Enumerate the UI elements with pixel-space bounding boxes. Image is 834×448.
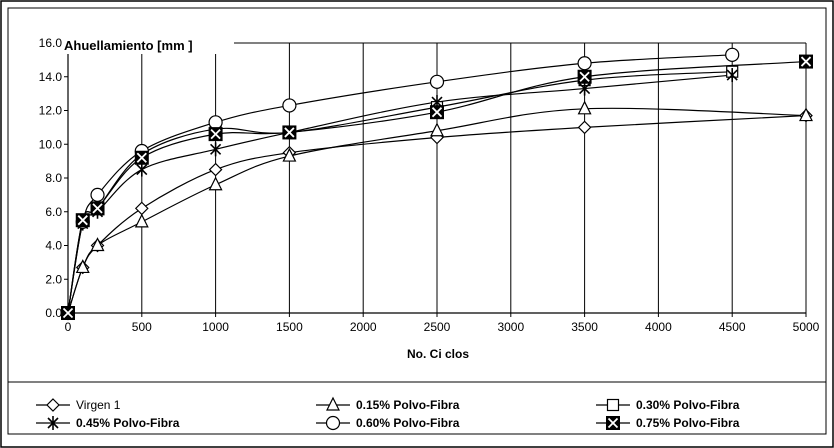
data-point-s4 (209, 116, 222, 129)
x-tick-label: 1500 (276, 320, 303, 334)
data-point-s5 (91, 202, 104, 215)
data-point-s5 (135, 151, 148, 164)
y-tick-label: 16.0 (39, 36, 63, 50)
data-point-s5 (578, 70, 591, 83)
y-tick-label: 0.0 (45, 306, 62, 320)
square-marker-shape (608, 400, 619, 411)
circle-marker-shape (209, 116, 222, 129)
legend-label: 0.15% Polvo-Fibra (356, 398, 460, 412)
circle-marker-shape (283, 99, 296, 112)
x-tick-label: 0 (65, 320, 72, 334)
x-tick-label: 1000 (202, 320, 229, 334)
y-axis-label: Ahuellamiento [mm ] (64, 38, 193, 53)
y-tick-label: 4.0 (45, 239, 62, 253)
legend-marker (327, 417, 340, 430)
legend-label: Virgen 1 (76, 398, 121, 412)
y-tick-label: 8.0 (45, 171, 62, 185)
legend-item: 0.30% Polvo-Fibra (596, 398, 740, 412)
y-tick-label: 2.0 (45, 272, 62, 286)
x-tick-label: 3000 (497, 320, 524, 334)
x-tick-label: 2000 (350, 320, 377, 334)
x-tick-label: 4500 (719, 320, 746, 334)
data-point-s4 (726, 48, 739, 61)
y-tick-label: 12.0 (39, 104, 63, 118)
data-point-s4 (283, 99, 296, 112)
circle-marker-shape (327, 417, 340, 430)
y-tick-label: 10.0 (39, 137, 63, 151)
legend-marker (607, 417, 620, 430)
data-point-s4 (578, 57, 591, 70)
legend-label: 0.60% Polvo-Fibra (356, 416, 460, 430)
x-tick-label: 2500 (424, 320, 451, 334)
circle-marker-shape (431, 75, 444, 88)
legend-item: 0.45% Polvo-Fibra (36, 416, 180, 430)
circle-marker-shape (91, 188, 104, 201)
legend-label: 0.30% Polvo-Fibra (636, 398, 740, 412)
data-point-s5 (283, 126, 296, 139)
data-point-s5 (431, 106, 444, 119)
legend-item: 0.75% Polvo-Fibra (596, 416, 740, 430)
data-point-s5 (76, 214, 89, 227)
x-axis-label: No. Ci clos (407, 347, 469, 361)
data-point-s5 (209, 128, 222, 141)
data-point-s4 (431, 75, 444, 88)
data-point-s4 (91, 188, 104, 201)
x-tick-label: 3500 (571, 320, 598, 334)
x-tick-label: 5000 (793, 320, 820, 334)
legend-item: 0.60% Polvo-Fibra (316, 416, 460, 430)
y-tick-label: 14.0 (39, 70, 63, 84)
circle-marker-shape (578, 57, 591, 70)
x-tick-label: 500 (132, 320, 152, 334)
legend-label: 0.45% Polvo-Fibra (76, 416, 180, 430)
x-tick-label: 4000 (645, 320, 672, 334)
legend-label: 0.75% Polvo-Fibra (636, 416, 740, 430)
circle-marker-shape (726, 48, 739, 61)
data-point-s5 (62, 307, 75, 320)
y-tick-label: 6.0 (45, 205, 62, 219)
data-point-s5 (800, 55, 813, 68)
legend-marker (608, 400, 619, 411)
